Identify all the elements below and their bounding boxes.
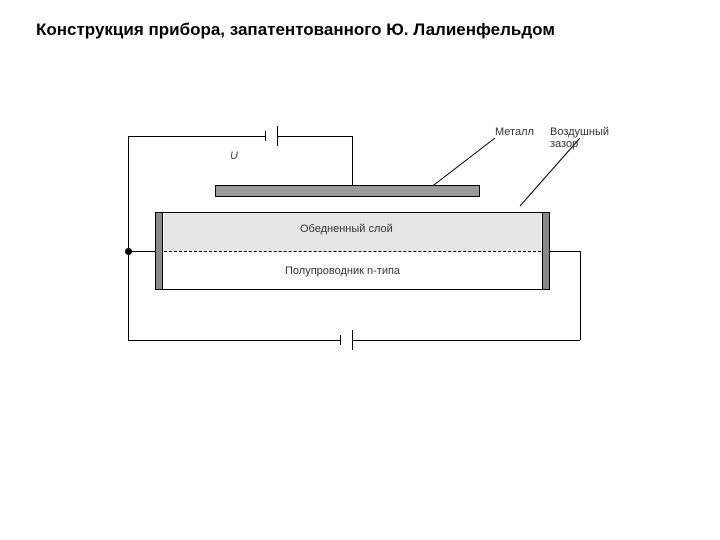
wire	[277, 136, 352, 137]
wire	[550, 251, 580, 252]
wire	[352, 340, 580, 341]
battery-top-plate	[265, 131, 266, 141]
battery-bottom-plate	[340, 335, 341, 345]
air-gap-label: Воздушный зазор	[550, 126, 640, 150]
diagram-container: Металл Воздушный зазор U Обедненный слой…	[110, 130, 640, 410]
semiconductor-label: Полупроводник n-типа	[285, 265, 400, 277]
page-title: Конструкция прибора, запатентованного Ю.…	[36, 20, 555, 40]
electrode-right	[542, 212, 550, 290]
wire	[128, 251, 156, 252]
wire	[128, 251, 129, 340]
metal-bar	[215, 185, 480, 197]
wire	[580, 290, 581, 340]
wire	[128, 136, 265, 137]
depletion-label: Обедненный слой	[300, 223, 393, 235]
wire	[580, 251, 581, 291]
electrode-left	[155, 212, 163, 290]
depletion-boundary	[164, 251, 541, 252]
wire	[352, 136, 353, 185]
u-label: U	[230, 150, 238, 162]
metal-label: Металл	[495, 126, 534, 138]
wire	[128, 340, 340, 341]
wire	[128, 136, 129, 251]
